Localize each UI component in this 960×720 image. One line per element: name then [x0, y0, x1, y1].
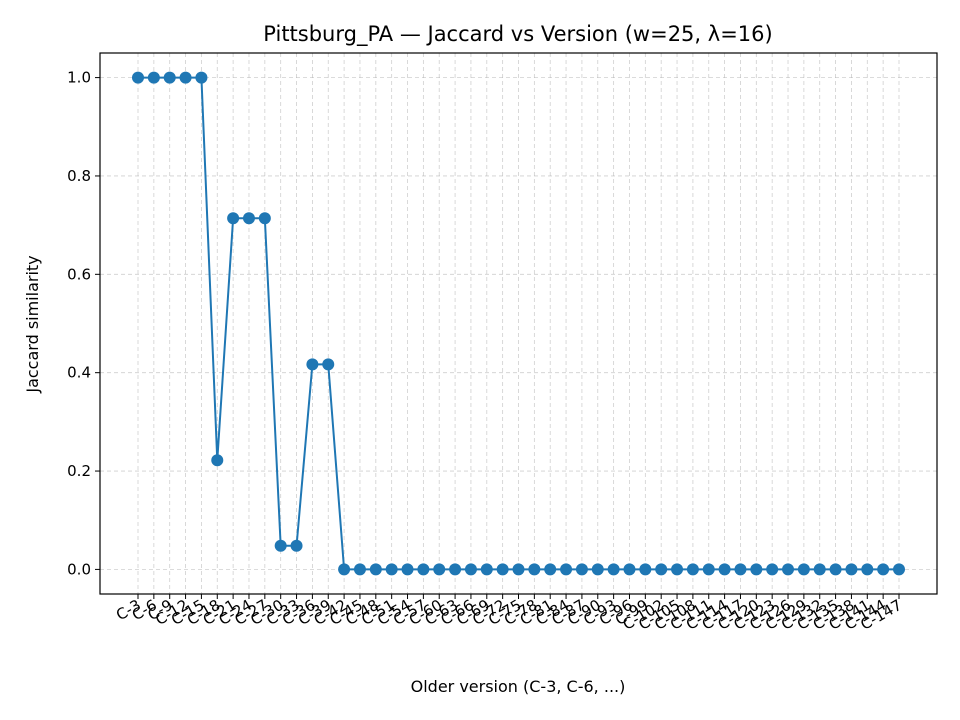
data-point: [718, 563, 731, 576]
x-axis-label: Older version (C-3, C-6, ...): [411, 677, 626, 696]
data-point: [195, 71, 208, 84]
grid-layer: [100, 53, 937, 594]
data-point: [544, 563, 557, 576]
series-layer: [132, 71, 905, 576]
x-axis: C-3C-6C-9C-12C-15C-18C-21C-24C-27C-30C-3…: [113, 594, 905, 634]
data-point: [242, 212, 255, 225]
data-point: [290, 539, 303, 552]
y-tick-label: 0.8: [67, 167, 91, 185]
data-point: [623, 563, 636, 576]
data-point: [274, 539, 287, 552]
data-point: [560, 563, 573, 576]
data-point: [766, 563, 779, 576]
data-point: [401, 563, 414, 576]
data-point: [480, 563, 493, 576]
data-point: [671, 563, 684, 576]
data-point: [782, 563, 795, 576]
data-point: [607, 563, 620, 576]
data-point: [797, 563, 810, 576]
data-point: [528, 563, 541, 576]
data-point: [322, 358, 335, 371]
y-axis-label: Jaccard similarity: [23, 255, 42, 393]
y-tick-label: 0.0: [67, 560, 91, 578]
data-point: [227, 212, 240, 225]
data-point: [750, 563, 763, 576]
y-tick-label: 0.2: [67, 462, 91, 480]
data-point: [702, 563, 715, 576]
data-point: [893, 563, 905, 576]
data-point: [353, 563, 366, 576]
data-point: [306, 358, 319, 371]
chart-title: Pittsburg_PA — Jaccard vs Version (w=25,…: [263, 22, 772, 47]
data-point: [132, 71, 144, 84]
data-point: [385, 563, 398, 576]
data-point: [211, 454, 224, 467]
data-point: [877, 563, 890, 576]
y-tick-label: 0.6: [67, 265, 91, 283]
data-point: [338, 563, 351, 576]
data-point: [861, 563, 874, 576]
data-point: [686, 563, 699, 576]
data-point: [417, 563, 430, 576]
data-point: [639, 563, 652, 576]
data-point: [433, 563, 446, 576]
y-tick-label: 0.4: [67, 364, 91, 382]
data-point: [845, 563, 858, 576]
data-point: [591, 563, 604, 576]
data-point: [575, 563, 588, 576]
data-point: [464, 563, 477, 576]
data-point: [734, 563, 747, 576]
data-point: [179, 71, 192, 84]
data-point: [813, 563, 826, 576]
y-tick-label: 1.0: [67, 69, 91, 87]
data-point: [449, 563, 462, 576]
data-point: [258, 212, 271, 225]
data-point: [496, 563, 509, 576]
y-axis: 0.0 0.2 0.4 0.6 0.8 1.0: [67, 69, 100, 578]
data-point: [369, 563, 382, 576]
data-point: [655, 563, 668, 576]
data-point: [512, 563, 525, 576]
data-point: [163, 71, 176, 84]
data-point: [829, 563, 842, 576]
data-point: [147, 71, 160, 84]
